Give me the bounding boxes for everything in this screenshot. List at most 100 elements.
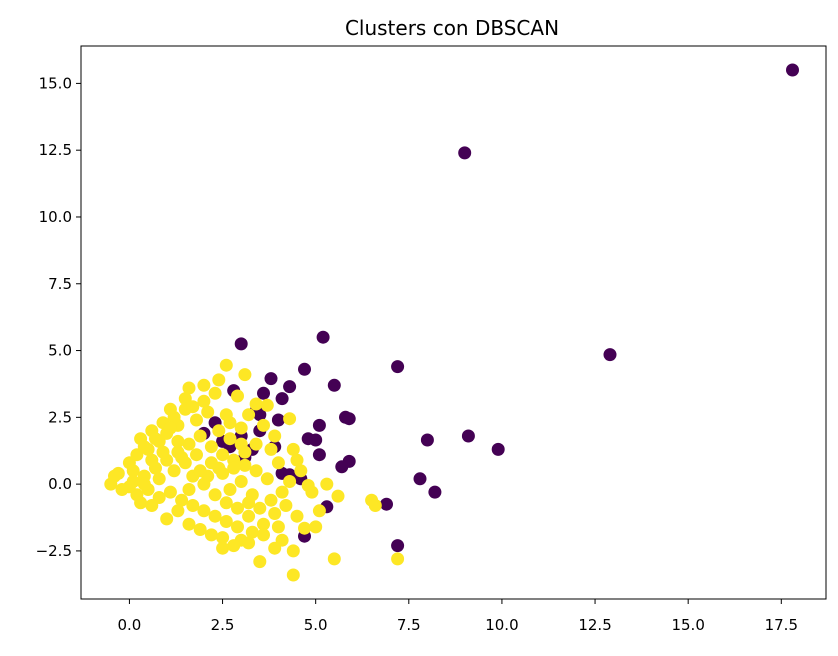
- scatter-point: [309, 520, 323, 534]
- scatter-point: [268, 541, 282, 555]
- scatter-point: [197, 504, 211, 518]
- scatter-point: [391, 539, 405, 553]
- scatter-point: [275, 392, 289, 406]
- chart-title: Clusters con DBSCAN: [345, 16, 559, 40]
- scatter-point: [283, 380, 297, 394]
- scatter-point: [171, 434, 185, 448]
- scatter-point: [190, 413, 203, 427]
- scatter-point: [305, 485, 319, 499]
- scatter-point: [271, 520, 285, 534]
- scatter-point: [268, 429, 282, 443]
- scatter-point: [227, 539, 241, 553]
- scatter-point: [420, 433, 434, 447]
- scatter-point: [260, 398, 274, 412]
- scatter-point: [216, 448, 230, 462]
- scatter-point: [201, 405, 215, 419]
- scatter-point: [216, 541, 230, 555]
- x-tick-label: 0.0: [117, 616, 141, 634]
- scatter-point: [491, 442, 505, 456]
- scatter-point: [603, 348, 617, 362]
- scatter-point: [126, 464, 140, 478]
- scatter-point: [428, 485, 442, 499]
- scatter-point: [219, 515, 233, 528]
- scatter-point: [312, 418, 326, 432]
- scatter-point: [156, 445, 170, 459]
- scatter-point: [171, 504, 185, 518]
- scatter-point: [182, 381, 196, 395]
- scatter-point: [212, 373, 226, 387]
- scatter-point: [242, 536, 256, 550]
- y-tick-label: 0.0: [48, 475, 72, 493]
- scatter-point: [458, 146, 472, 160]
- scatter-point: [175, 450, 189, 464]
- scatter-point: [286, 568, 300, 582]
- scatter-point: [331, 489, 345, 503]
- scatter-point: [108, 469, 121, 483]
- scatter-point: [193, 523, 207, 536]
- scatter-point: [204, 528, 218, 542]
- points-layer: [104, 63, 799, 582]
- x-tick-label: 15.0: [671, 616, 704, 634]
- scatter-point: [257, 517, 270, 531]
- scatter-point: [137, 440, 151, 454]
- scatter-point: [286, 442, 300, 456]
- scatter-point: [175, 493, 189, 507]
- y-tick-label: 15.0: [39, 74, 72, 92]
- x-tick-label: 5.0: [304, 616, 328, 634]
- scatter-point: [197, 394, 211, 408]
- x-axis: 0.0 2.5 5.0 7.5 10.0 12.5 15.0 17.5: [117, 599, 798, 634]
- scatter-point: [197, 477, 211, 491]
- axes-frame: [80, 45, 827, 600]
- scatter-point: [212, 424, 226, 438]
- scatter-point: [134, 496, 148, 510]
- scatter-point: [327, 378, 341, 392]
- scatter-point: [283, 475, 297, 488]
- scatter-point: [298, 362, 311, 376]
- scatter-point: [264, 493, 278, 507]
- scatter-point: [145, 499, 159, 512]
- scatter-point: [190, 448, 203, 462]
- scatter-point: [286, 544, 300, 558]
- scatter-point: [182, 517, 196, 531]
- scatter-point: [234, 421, 248, 435]
- scatter-point: [391, 552, 405, 566]
- scatter-point: [253, 501, 267, 515]
- scatter-point: [368, 499, 382, 512]
- scatter-point: [223, 483, 237, 496]
- scatter-point: [342, 412, 356, 426]
- scatter-point: [234, 437, 248, 451]
- scatter-point: [786, 63, 799, 77]
- y-tick-label: 2.5: [48, 408, 72, 426]
- scatter-point: [167, 410, 181, 424]
- scatter-point: [204, 456, 218, 470]
- scatter-point: [193, 429, 207, 443]
- scatter-point: [380, 497, 393, 511]
- scatter-point: [145, 453, 159, 467]
- scatter-point: [208, 488, 222, 502]
- scatter-point: [268, 507, 282, 520]
- x-tick-label: 7.5: [397, 616, 421, 634]
- scatter-point: [249, 437, 263, 451]
- scatter-point: [231, 389, 244, 403]
- scatter-point: [245, 525, 259, 539]
- scatter-point: [182, 483, 196, 496]
- scatter-point: [312, 448, 326, 462]
- scatter-point: [290, 453, 304, 467]
- scatter-point: [163, 421, 177, 435]
- scatter-point: [219, 408, 233, 422]
- scatter-point: [249, 464, 263, 478]
- scatter-point: [186, 499, 200, 512]
- scatter-point: [231, 520, 244, 534]
- y-tick-label: 10.0: [39, 208, 72, 226]
- scatter-point: [238, 368, 252, 382]
- scatter-point: [413, 472, 427, 486]
- scatter-point: [152, 472, 166, 486]
- scatter-point: [137, 477, 151, 491]
- scatter-point: [242, 408, 256, 422]
- scatter-point: [298, 521, 311, 535]
- scatter-point: [160, 512, 174, 526]
- scatter-point: [271, 456, 285, 470]
- scatter-point: [249, 397, 263, 411]
- x-tick-label: 12.5: [578, 616, 611, 634]
